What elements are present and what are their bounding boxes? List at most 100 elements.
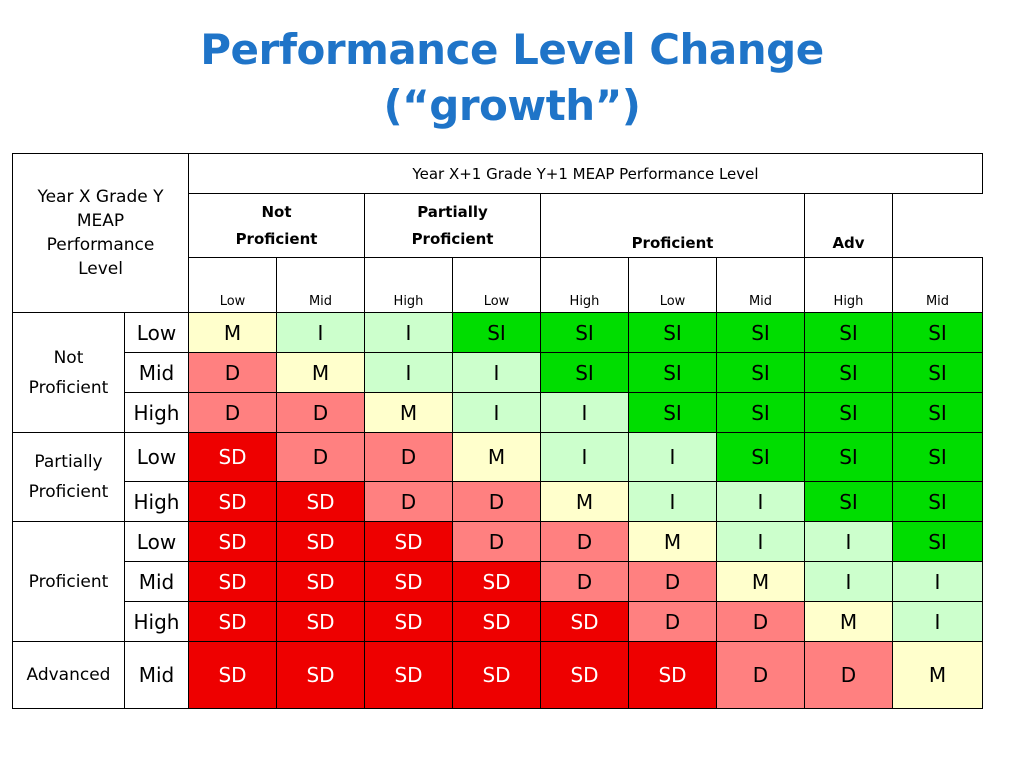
matrix-cell: D bbox=[276, 392, 365, 433]
matrix-cell: SI bbox=[804, 481, 893, 522]
table-row: Not Proficient Low M I I SI SI SI SI SI SI bbox=[12, 312, 983, 433]
row-level-label: High bbox=[124, 392, 189, 433]
matrix-cell: SD bbox=[188, 432, 277, 482]
matrix-cell: I bbox=[364, 352, 453, 393]
matrix-cell: I bbox=[804, 521, 893, 562]
matrix-cell: M bbox=[804, 601, 893, 642]
matrix-cell: I bbox=[628, 481, 717, 522]
matrix-cell: SI bbox=[716, 392, 805, 433]
row-group-label: Not Proficient bbox=[12, 312, 125, 433]
table-row: Mid D M I I SI SI SI SI SI bbox=[13, 352, 983, 393]
matrix-cell: SD bbox=[188, 481, 277, 522]
matrix-cell: D bbox=[364, 481, 453, 522]
matrix-cell: SD bbox=[540, 601, 629, 642]
matrix-cell: D bbox=[628, 601, 717, 642]
matrix-cell: SD bbox=[364, 521, 453, 562]
matrix-cell: D bbox=[452, 521, 541, 562]
matrix-cell: M bbox=[188, 312, 277, 353]
matrix-cell: I bbox=[892, 601, 983, 642]
matrix-cell: I bbox=[716, 521, 805, 562]
column-group-not-proficient: Not Proficient bbox=[188, 193, 365, 258]
matrix-cell: M bbox=[452, 432, 541, 482]
matrix-cell: I bbox=[452, 392, 541, 433]
matrix-cell: SI bbox=[892, 481, 983, 522]
matrix-cell: SI bbox=[628, 392, 717, 433]
matrix-cell: SI bbox=[804, 312, 893, 353]
table-row: High D D M I I SI SI SI SI bbox=[13, 392, 983, 433]
corner-header: Year X Grade Y MEAP Performance Level bbox=[12, 153, 189, 313]
matrix-cell: I bbox=[364, 312, 453, 353]
matrix-cell: SD bbox=[364, 561, 453, 602]
matrix-cell: D bbox=[188, 392, 277, 433]
matrix-cell: SD bbox=[188, 561, 277, 602]
matrix-cell: I bbox=[892, 561, 983, 602]
matrix-cell: D bbox=[364, 432, 453, 482]
matrix-cell: SD bbox=[188, 641, 277, 709]
matrix-cell: D bbox=[804, 641, 893, 709]
matrix-cell: SI bbox=[716, 312, 805, 353]
matrix-cell: SD bbox=[452, 561, 541, 602]
column-group-adv: Adv bbox=[804, 193, 893, 258]
matrix-cell: SD bbox=[452, 641, 541, 709]
matrix-cell: SD bbox=[276, 521, 365, 562]
matrix-cell: D bbox=[276, 432, 365, 482]
matrix-cell: D bbox=[540, 561, 629, 602]
column-level-7: High bbox=[804, 257, 893, 313]
growth-matrix-table: Year X Grade Y MEAP Performance Level Ye… bbox=[12, 153, 983, 709]
matrix-cell: SD bbox=[276, 641, 365, 709]
table-row: Proficient Low SD SD SD D D M I I SI bbox=[12, 521, 983, 642]
column-level-5: Low bbox=[628, 257, 717, 313]
matrix-cell: SI bbox=[892, 432, 983, 482]
row-group-label: Advanced bbox=[12, 641, 125, 709]
matrix-cell: I bbox=[628, 432, 717, 482]
matrix-cell: I bbox=[716, 481, 805, 522]
matrix-cell: M bbox=[628, 521, 717, 562]
matrix-cell: M bbox=[540, 481, 629, 522]
row-group-label: Proficient bbox=[12, 521, 125, 642]
column-level-6: Mid bbox=[716, 257, 805, 313]
matrix-cell: SD bbox=[452, 601, 541, 642]
matrix-cell: M bbox=[364, 392, 453, 433]
matrix-cell: SI bbox=[804, 432, 893, 482]
matrix-cell: SD bbox=[364, 641, 453, 709]
row-level-label: Mid bbox=[124, 641, 189, 709]
column-group-proficient: Proficient bbox=[540, 193, 805, 258]
row-level-label: Low bbox=[124, 521, 189, 562]
column-level-2: High bbox=[364, 257, 453, 313]
slide-title-line-1: Performance Level Change bbox=[200, 25, 824, 74]
matrix-cell: SI bbox=[452, 312, 541, 353]
matrix-cell: SD bbox=[188, 521, 277, 562]
slide-title: Performance Level Change (“growth”) bbox=[0, 22, 1024, 134]
matrix-cell: SD bbox=[188, 601, 277, 642]
matrix-cell: D bbox=[716, 641, 805, 709]
column-level-0: Low bbox=[188, 257, 277, 313]
table-row: Advanced Mid SD SD SD SD SD SD D D M bbox=[12, 641, 983, 709]
slide-title-line-2: (“growth”) bbox=[383, 81, 641, 130]
matrix-cell: SI bbox=[716, 352, 805, 393]
row-level-label: Low bbox=[124, 312, 189, 353]
row-level-label: High bbox=[124, 601, 189, 642]
matrix-cell: D bbox=[540, 521, 629, 562]
matrix-cell: SI bbox=[628, 312, 717, 353]
matrix-cell: SI bbox=[540, 312, 629, 353]
matrix-cell: I bbox=[804, 561, 893, 602]
column-group-partially-proficient: Partially Proficient bbox=[364, 193, 541, 258]
matrix-cell: SI bbox=[804, 392, 893, 433]
matrix-cell: M bbox=[716, 561, 805, 602]
row-level-label: High bbox=[124, 481, 189, 522]
matrix-cell: SD bbox=[276, 561, 365, 602]
matrix-cell: I bbox=[276, 312, 365, 353]
column-level-3: Low bbox=[452, 257, 541, 313]
matrix-cell: D bbox=[188, 352, 277, 393]
matrix-cell: SI bbox=[892, 312, 983, 353]
matrix-cell: SD bbox=[628, 641, 717, 709]
matrix-cell: M bbox=[892, 641, 983, 709]
row-level-label: Mid bbox=[124, 561, 189, 602]
matrix-cell: SD bbox=[540, 641, 629, 709]
matrix-cell: SI bbox=[628, 352, 717, 393]
matrix-cell: SI bbox=[716, 432, 805, 482]
row-level-label: Mid bbox=[124, 352, 189, 393]
table-row: High SD SD SD SD SD D D M I bbox=[13, 601, 983, 642]
matrix-cell: SI bbox=[892, 392, 983, 433]
matrix-cell: D bbox=[628, 561, 717, 602]
